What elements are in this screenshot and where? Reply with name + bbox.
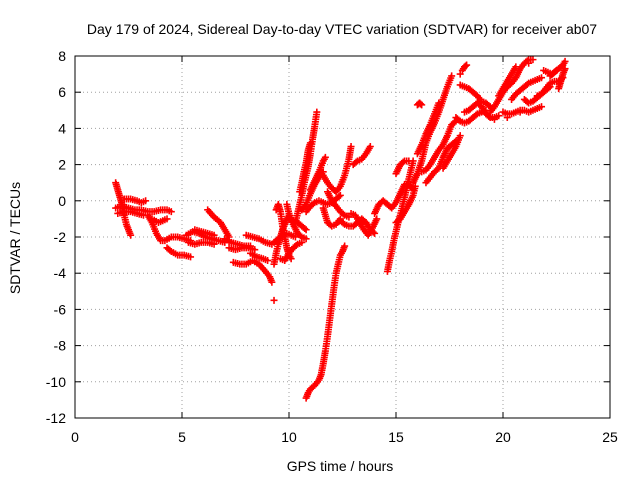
data-point — [490, 115, 498, 123]
data-point — [495, 112, 503, 120]
y-tick-label: -12 — [46, 410, 66, 426]
data-point — [268, 278, 276, 286]
data-point — [339, 210, 347, 218]
data-point — [270, 296, 278, 304]
data-point — [455, 116, 463, 124]
data-point — [448, 72, 456, 80]
y-tick-label: 2 — [58, 157, 66, 173]
data-point — [561, 65, 569, 73]
data-point — [127, 231, 135, 239]
y-tick-label: -10 — [46, 374, 66, 390]
x-tick-label: 25 — [602, 429, 618, 445]
data-point — [472, 111, 480, 119]
x-tick-label: 5 — [178, 429, 186, 445]
data-points — [112, 56, 569, 402]
data-point — [456, 132, 464, 140]
data-point — [405, 157, 413, 165]
data-point — [512, 63, 520, 71]
data-point — [352, 158, 360, 166]
data-point — [264, 257, 272, 265]
data-point — [163, 215, 171, 223]
data-point — [416, 99, 424, 107]
data-point — [339, 219, 347, 227]
data-point — [167, 208, 175, 216]
data-point — [321, 153, 329, 161]
data-point — [485, 112, 493, 120]
x-tick-label: 15 — [388, 429, 404, 445]
data-point — [456, 70, 464, 78]
y-axis-label: SDTVAR / TECUs — [7, 182, 23, 294]
data-point — [503, 114, 511, 122]
data-point — [345, 213, 353, 221]
axis-ticks: 0 5 10 15 20 25 -12 -10 -8 -6 -4 -2 0 2 4 6 8 — [46, 48, 618, 445]
y-tick-label: 4 — [58, 120, 66, 136]
data-point — [366, 143, 374, 150]
data-point — [411, 182, 419, 190]
x-tick-label: 20 — [495, 429, 511, 445]
data-point — [538, 74, 546, 82]
data-point — [142, 197, 150, 205]
data-point — [516, 108, 524, 116]
data-point — [301, 225, 309, 233]
data-point — [561, 57, 569, 65]
data-point — [296, 232, 304, 240]
data-point — [373, 215, 381, 223]
data-point — [435, 99, 443, 107]
data-point — [529, 56, 537, 64]
data-point — [166, 246, 174, 254]
data-point — [347, 143, 355, 150]
data-point — [187, 253, 195, 261]
x-axis-label: GPS time / hours — [287, 458, 394, 474]
data-point — [525, 59, 533, 67]
data-point — [523, 80, 531, 88]
data-point — [210, 240, 218, 248]
data-point — [313, 108, 321, 116]
y-tick-label: -6 — [54, 301, 67, 317]
data-point — [292, 241, 300, 249]
data-point — [210, 231, 218, 239]
y-tick-label: 6 — [58, 84, 66, 100]
data-point — [399, 158, 407, 166]
y-tick-label: -2 — [54, 229, 67, 245]
data-point — [450, 118, 458, 126]
data-point — [538, 103, 546, 111]
y-tick-label: 0 — [58, 193, 66, 209]
data-point — [463, 61, 471, 69]
data-point — [462, 62, 470, 70]
data-point — [335, 193, 343, 201]
data-point — [336, 191, 344, 199]
y-tick-label: -8 — [54, 338, 67, 354]
x-tick-label: 10 — [281, 429, 297, 445]
y-tick-label: -4 — [54, 265, 67, 281]
chart-title: Day 179 of 2024, Sidereal Day-to-day VTE… — [87, 21, 597, 37]
data-point — [306, 139, 314, 147]
data-point — [309, 200, 317, 208]
x-tick-label: 0 — [71, 429, 79, 445]
data-point — [302, 235, 310, 243]
data-point — [291, 233, 299, 241]
data-point — [341, 242, 349, 250]
data-point — [417, 100, 425, 108]
y-tick-label: 8 — [58, 48, 66, 64]
data-point — [485, 101, 493, 109]
data-point — [251, 246, 259, 254]
data-point — [302, 226, 310, 234]
